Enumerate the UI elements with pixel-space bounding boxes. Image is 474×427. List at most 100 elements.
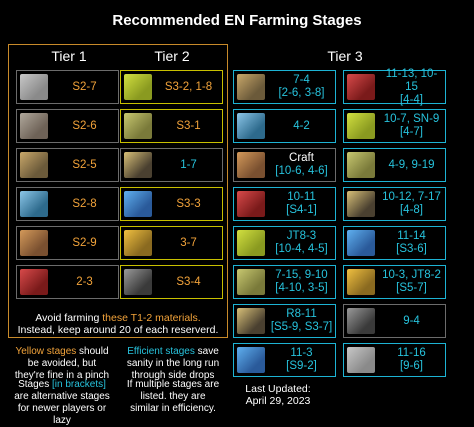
tier3-right-row: 10-12, 7-17 [4-8] [343, 187, 446, 221]
tier3-right-row: 10-3, JT8-2 [S5-7] [343, 265, 446, 299]
stage-label: S3-3 [176, 197, 201, 210]
optimized-device-icon [237, 308, 265, 334]
stage-label: 11-14 [397, 230, 426, 242]
coagulating-gel-icon [347, 191, 375, 217]
tier1-row: S2-8 [16, 187, 119, 221]
tier3-left-row: 4-2 [233, 109, 336, 143]
tier1-row: 2-3 [16, 265, 119, 299]
device-icon [20, 74, 48, 100]
tier3-left-row: 7-15, 9-10 [4-10, 3-5] [233, 265, 336, 299]
stage-label: 4-2 [293, 119, 310, 132]
tier2-row: S3-3 [120, 187, 223, 221]
tier3-left-row: JT8-3 [10-4, 4-5] [233, 226, 336, 260]
stage-label: S3-1 [176, 119, 201, 132]
sugar-lump-icon [237, 269, 265, 295]
grindstone-icon [347, 74, 375, 100]
tier3-left-row: R8-11 [S5-9, S3-7] [233, 304, 336, 338]
sugar-cube-icon [20, 269, 48, 295]
orirock-icon [20, 152, 48, 178]
tier1-row: S2-5 [16, 148, 119, 182]
stage-label: 11-3 [290, 347, 313, 359]
multiple-stages-legend: If multiple stages are listed. they are … [126, 379, 220, 414]
tier1-row: S2-9 [16, 226, 119, 260]
stage-label: 1-7 [180, 158, 197, 171]
sugar-pack-icon [124, 269, 152, 295]
tier1-row: S2-6 [16, 109, 119, 143]
stage-label: S2-9 [72, 236, 97, 249]
stage-label: 4-9, 9-19 [388, 158, 435, 171]
avoid-note: Avoid farming these T1-2 materials. Inst… [17, 312, 219, 336]
rma70-12-icon [347, 113, 375, 139]
tier3-right-row: 4-9, 9-19 [343, 148, 446, 182]
crystal-shard-icon [20, 191, 48, 217]
tier3-left-row: Craft [10-6, 4-6] [233, 148, 336, 182]
tier3-left-row: 10-11 [S4-1] [233, 187, 336, 221]
stage-label: S2-6 [72, 119, 97, 132]
stage-label: S3-2, 1-8 [164, 80, 213, 93]
incandescent-alloy-icon [347, 230, 375, 256]
stage-label: 10-3, JT8-2 [382, 269, 441, 281]
tier2-row: S3-1 [120, 109, 223, 143]
alternate-stages: [4-8] [399, 204, 423, 216]
alternate-stages: [4-7] [399, 126, 423, 138]
tier3-right-row: 9-4 [343, 304, 446, 338]
stage-label: 10-12, 7-17 [382, 191, 441, 203]
integrated-device-icon [237, 74, 265, 100]
tier-3-heading: Tier 3 [327, 48, 363, 64]
tier-1-heading: Tier 1 [51, 48, 87, 64]
tier3-right-row: 11-13, 10-15 [4-4] [343, 67, 446, 106]
solidified-fiber-board-icon [347, 308, 375, 334]
tier3-right-row: 11-14 [S3-6] [343, 226, 446, 260]
efficient-stages-legend: Efficient stages save sanity in the long… [126, 346, 220, 381]
tier3-left-row: 7-4 [2-6, 3-8] [233, 70, 336, 104]
alternate-stages: [2-6, 3-8] [278, 87, 325, 99]
alternate-stages: [9-6] [399, 360, 423, 372]
stage-label: S2-7 [72, 80, 97, 93]
tier3-left-row: 11-3 [S9-2] [233, 343, 336, 377]
damaged-device-icon [124, 74, 152, 100]
keton-colloid-icon [237, 191, 265, 217]
stage-label: 7-4 [293, 74, 310, 86]
stage-label: 11-13, 10-15 [385, 67, 438, 93]
stage-label: JT8-3 [286, 230, 317, 242]
last-updated: Last Updated: April 29, 2023 [245, 383, 311, 407]
ester-icon [20, 230, 48, 256]
stage-label: 2-3 [76, 275, 93, 288]
tier2-row: 1-7 [120, 148, 223, 182]
alternate-stages: [S3-6] [396, 243, 427, 255]
polyester-vial-icon [124, 230, 152, 256]
tier-1-2-frame [8, 44, 228, 338]
orirock-cluster-icon [124, 152, 152, 178]
alternate-stages: [S5-7] [396, 282, 427, 294]
stage-label: 10-11 [287, 191, 316, 203]
stage-label: Craft [289, 152, 314, 164]
tier2-row: 3-7 [120, 226, 223, 260]
manganese-ore-icon [237, 347, 265, 373]
stage-label: R8-11 [286, 308, 317, 320]
alternate-stages: [10-6, 4-6] [275, 165, 328, 177]
tier2-row: S3-4 [120, 265, 223, 299]
polyketon-icon [20, 113, 48, 139]
stage-label: 3-7 [180, 236, 197, 249]
orirock-concentration-icon [237, 152, 265, 178]
tier-2-heading: Tier 2 [154, 48, 190, 64]
alternate-stages: [4-4] [399, 93, 423, 106]
orirock-cube-box-icon [124, 113, 152, 139]
stage-label: 7-15, 9-10 [275, 269, 328, 281]
aketon-crystal-icon [124, 191, 152, 217]
loxic-kohl-icon [347, 152, 375, 178]
tier2-row: S3-2, 1-8 [120, 70, 223, 104]
semi-synthetic-solvent-icon [347, 347, 375, 373]
alternate-stages: [S5-9, S3-7] [270, 321, 333, 333]
alternate-stages: [S4-1] [286, 204, 317, 216]
page-title: Recommended EN Farming Stages [112, 12, 362, 29]
alternate-stages: [4-10, 3-5] [275, 282, 328, 294]
tier3-right-row: 11-16 [9-6] [343, 343, 446, 377]
stage-label: 9-4 [403, 314, 420, 327]
stage-label: S2-8 [72, 197, 97, 210]
stage-label: 10-7, SN-9 [383, 113, 440, 125]
crystalline-component-icon [347, 269, 375, 295]
polyester-lump-icon [237, 230, 265, 256]
stage-label: S3-4 [176, 275, 201, 288]
bracket-stages-legend: Stages [in brackets] are alternative sta… [14, 379, 110, 426]
